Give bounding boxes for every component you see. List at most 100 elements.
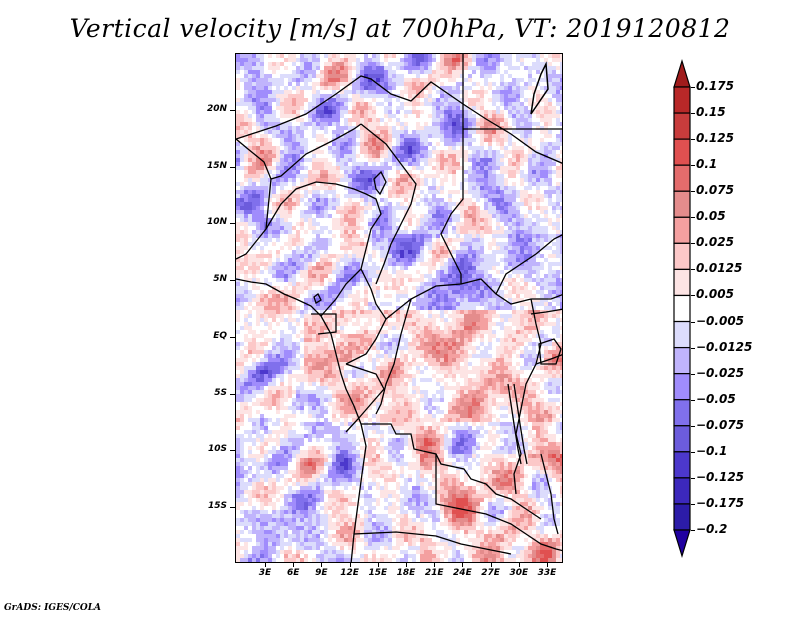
field-cell	[344, 186, 348, 190]
field-cell	[316, 238, 320, 242]
field-cell	[412, 314, 416, 318]
field-cell	[476, 66, 480, 70]
field-cell	[460, 294, 464, 298]
field-cell	[504, 118, 508, 122]
field-cell	[552, 326, 556, 330]
field-cell	[244, 78, 248, 82]
field-cell	[440, 54, 444, 58]
field-cell	[292, 134, 296, 138]
field-cell	[444, 106, 448, 110]
field-cell	[524, 278, 528, 282]
field-cell	[440, 130, 444, 134]
field-cell	[452, 90, 456, 94]
field-cell	[444, 278, 448, 282]
field-cell	[428, 134, 432, 138]
field-cell	[420, 142, 424, 146]
field-cell	[504, 250, 508, 254]
field-cell	[280, 346, 284, 350]
field-cell	[324, 298, 328, 302]
field-cell	[284, 194, 288, 198]
field-cell	[264, 178, 268, 182]
field-cell	[472, 282, 476, 286]
field-cell	[432, 338, 436, 342]
field-cell	[352, 158, 356, 162]
field-cell	[248, 106, 252, 110]
field-cell	[532, 266, 536, 270]
field-cell	[416, 178, 420, 182]
field-cell	[500, 170, 504, 174]
field-cell	[536, 266, 540, 270]
field-cell	[560, 214, 562, 218]
field-cell	[392, 54, 396, 58]
field-cell	[560, 302, 562, 306]
field-cell	[388, 126, 392, 130]
field-cell	[468, 122, 472, 126]
field-cell	[428, 62, 432, 66]
field-cell	[524, 86, 528, 90]
field-cell	[372, 274, 376, 278]
field-cell	[536, 290, 540, 294]
field-cell	[340, 222, 344, 226]
field-cell	[548, 190, 552, 194]
field-cell	[372, 238, 376, 242]
field-cell	[424, 198, 428, 202]
field-cell	[260, 190, 264, 194]
field-cell	[292, 310, 296, 314]
field-cell	[360, 258, 364, 262]
field-cell	[552, 86, 556, 90]
field-cell	[524, 326, 528, 330]
field-cell	[256, 342, 260, 346]
field-cell	[560, 258, 562, 262]
field-cell	[556, 170, 560, 174]
field-cell	[380, 182, 384, 186]
field-cell	[476, 54, 480, 58]
field-cell	[448, 74, 452, 78]
field-cell	[424, 230, 428, 234]
field-cell	[500, 98, 504, 102]
field-cell	[268, 258, 272, 262]
field-cell	[536, 214, 540, 218]
field-cell	[380, 330, 384, 334]
field-cell	[524, 354, 528, 358]
field-cell	[328, 94, 332, 98]
field-cell	[436, 214, 440, 218]
field-cell	[412, 242, 416, 246]
field-cell	[420, 274, 424, 278]
field-cell	[548, 234, 552, 238]
field-cell	[300, 86, 304, 90]
field-cell	[464, 238, 468, 242]
field-cell	[356, 86, 360, 90]
field-cell	[320, 134, 324, 138]
field-cell	[400, 266, 404, 270]
field-cell	[548, 262, 552, 266]
field-cell	[468, 62, 472, 66]
field-cell	[348, 154, 352, 158]
field-cell	[368, 338, 372, 342]
field-cell	[460, 238, 464, 242]
field-cell	[508, 230, 512, 234]
field-cell	[420, 278, 424, 282]
field-cell	[444, 166, 448, 170]
field-cell	[336, 330, 340, 334]
field-cell	[312, 150, 316, 154]
field-cell	[444, 226, 448, 230]
field-cell	[276, 214, 280, 218]
field-cell	[320, 330, 324, 334]
field-cell	[548, 158, 552, 162]
field-cell	[500, 318, 504, 322]
field-cell	[416, 290, 420, 294]
field-cell	[256, 318, 260, 322]
field-cell	[336, 282, 340, 286]
field-cell	[340, 174, 344, 178]
field-cell	[528, 238, 532, 242]
field-cell	[264, 98, 268, 102]
field-cell	[560, 86, 562, 90]
field-cell	[512, 338, 516, 342]
field-cell	[544, 174, 548, 178]
field-cell	[396, 186, 400, 190]
field-cell	[252, 142, 256, 146]
field-cell	[468, 182, 472, 186]
field-cell	[308, 326, 312, 330]
field-cell	[320, 198, 324, 202]
field-cell	[556, 250, 560, 254]
